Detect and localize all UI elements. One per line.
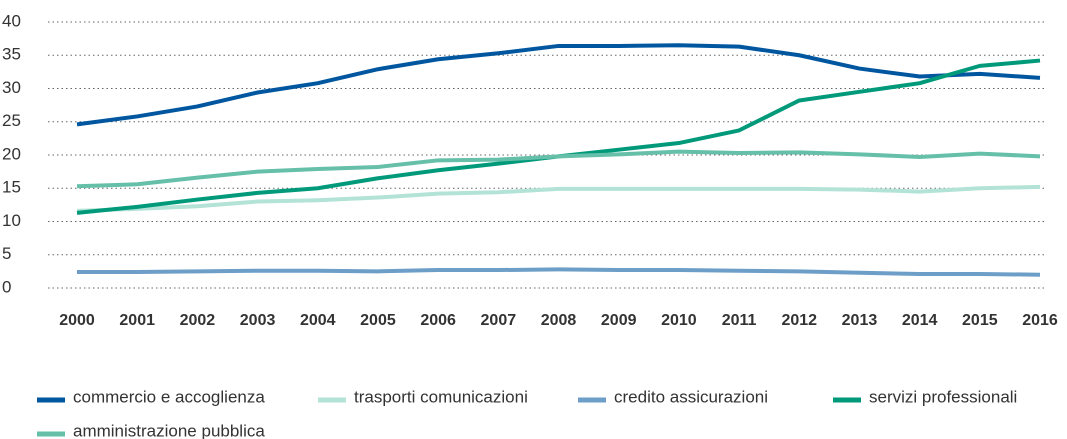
y-tick-label: 40 — [2, 11, 21, 30]
series-line — [76, 149, 1041, 189]
x-tick-label: 2015 — [962, 312, 998, 329]
legend-label: credito assicurazioni — [614, 387, 768, 406]
x-tick-label: 2007 — [481, 312, 517, 329]
series-line — [76, 43, 1041, 127]
x-tick-label: 2000 — [59, 312, 95, 329]
x-tick-label: 2010 — [661, 312, 697, 329]
x-tick-label: 2004 — [300, 312, 336, 329]
x-tick-label: 2016 — [1022, 312, 1058, 329]
y-tick-label: 20 — [2, 144, 21, 163]
y-tick-label: 35 — [2, 45, 21, 64]
x-tick-label: 2003 — [240, 312, 276, 329]
y-tick-label: 5 — [2, 244, 11, 263]
series-line — [77, 267, 1041, 277]
x-tick-label: 2006 — [420, 312, 456, 329]
y-tick-label: 15 — [2, 178, 21, 197]
legend-label: amministrazione pubblica — [73, 421, 265, 439]
x-tick-label: 2001 — [119, 312, 155, 329]
series-line — [76, 184, 1041, 213]
y-tick-label: 0 — [2, 277, 11, 296]
x-tick-label: 2005 — [360, 312, 396, 329]
x-tick-label: 2011 — [722, 312, 757, 329]
y-tick-label: 30 — [2, 78, 21, 97]
x-tick-label: 2013 — [842, 312, 878, 329]
x-tick-label: 2012 — [781, 312, 817, 329]
x-tick-label: 2014 — [902, 312, 938, 329]
x-tick-label: 2002 — [180, 312, 216, 329]
legend-label: servizi professionali — [869, 387, 1017, 406]
legend-label: commercio e accoglienza — [73, 387, 265, 406]
x-tick-label: 2008 — [541, 312, 577, 329]
y-tick-label: 25 — [2, 111, 21, 130]
y-tick-label: 10 — [2, 211, 21, 230]
x-tick-label: 2009 — [601, 312, 637, 329]
legend-label: trasporti comunicazioni — [354, 387, 528, 406]
